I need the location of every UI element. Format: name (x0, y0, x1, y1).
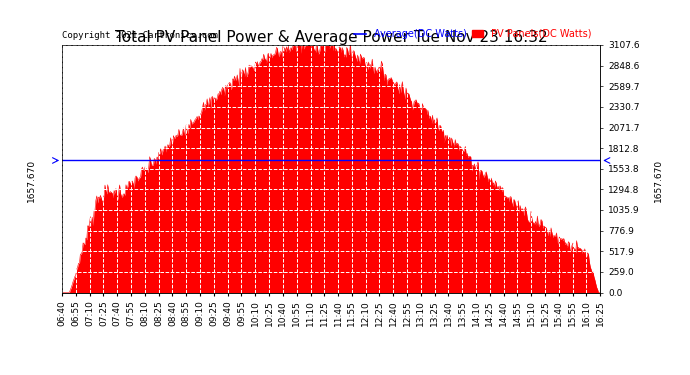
Title: Total PV Panel Power & Average Power Tue Nov 23 16:32: Total PV Panel Power & Average Power Tue… (115, 30, 547, 45)
Text: Copyright 2021 Cartronics.com: Copyright 2021 Cartronics.com (62, 31, 218, 40)
Legend: Average(DC Watts), PV Panels(DC Watts): Average(DC Watts), PV Panels(DC Watts) (351, 25, 595, 43)
Text: 1657.670: 1657.670 (26, 158, 36, 202)
Text: 1657.670: 1657.670 (654, 158, 664, 202)
